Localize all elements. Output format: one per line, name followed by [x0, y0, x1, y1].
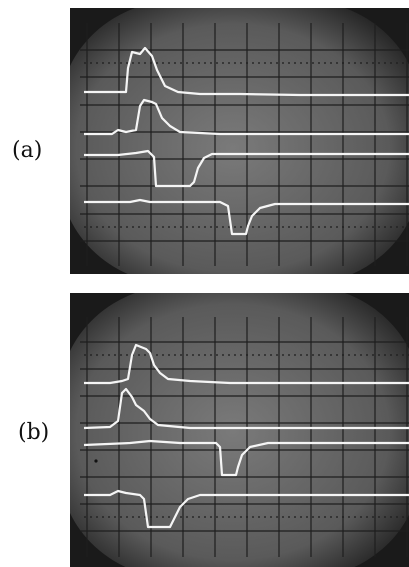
screen-glass — [70, 293, 409, 567]
waveform-traces-b — [83, 343, 409, 529]
trace-a-2 — [84, 98, 409, 136]
oscilloscope-screen-b — [70, 293, 409, 567]
trace-b-4 — [84, 489, 409, 529]
graticule-grid — [80, 317, 409, 557]
oscilloscope-photo-b — [70, 293, 409, 567]
oscilloscope-photo-a — [70, 8, 409, 274]
screen-speck — [94, 459, 98, 463]
trace-b-3 — [83, 439, 409, 477]
trace-a-3 — [84, 149, 409, 188]
trace-b-2 — [83, 387, 409, 430]
panel-a-label: (a) — [12, 138, 43, 163]
trace-a-4 — [84, 198, 409, 236]
trace-a-1 — [84, 46, 409, 97]
oscilloscope-screen-a — [70, 8, 409, 274]
graticule-grid — [80, 23, 409, 266]
waveform-traces-a — [84, 46, 409, 236]
screen-glass — [70, 8, 409, 274]
trace-b-1 — [84, 343, 409, 385]
panel-b-label: (b) — [18, 420, 50, 445]
